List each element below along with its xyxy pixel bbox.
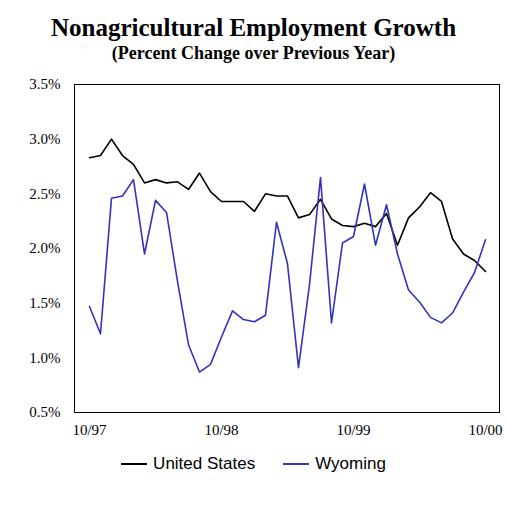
svg-text:3.5%: 3.5% — [29, 76, 60, 92]
svg-text:10/99: 10/99 — [336, 422, 370, 438]
svg-text:2.5%: 2.5% — [29, 186, 60, 202]
svg-text:3.0%: 3.0% — [29, 131, 60, 147]
html-text:United States: United States — [153, 454, 256, 473]
svg-text:10/00: 10/00 — [468, 422, 502, 438]
svg-text:1.5%: 1.5% — [29, 295, 60, 311]
html-text:(Percent Change over Previous: (Percent Change over Previous Year) — [111, 43, 396, 63]
svg-text:1.0%: 1.0% — [29, 350, 60, 366]
html-text:Nonagricultural Employment Gro: Nonagricultural Employment Growth — [51, 14, 456, 41]
html-text:Wyoming: Wyoming — [315, 454, 386, 473]
svg-text:10/98: 10/98 — [204, 422, 238, 438]
svg-text:0.5%: 0.5% — [29, 404, 60, 420]
svg-text:10/97: 10/97 — [72, 422, 107, 438]
svg-text:2.0%: 2.0% — [29, 240, 60, 256]
